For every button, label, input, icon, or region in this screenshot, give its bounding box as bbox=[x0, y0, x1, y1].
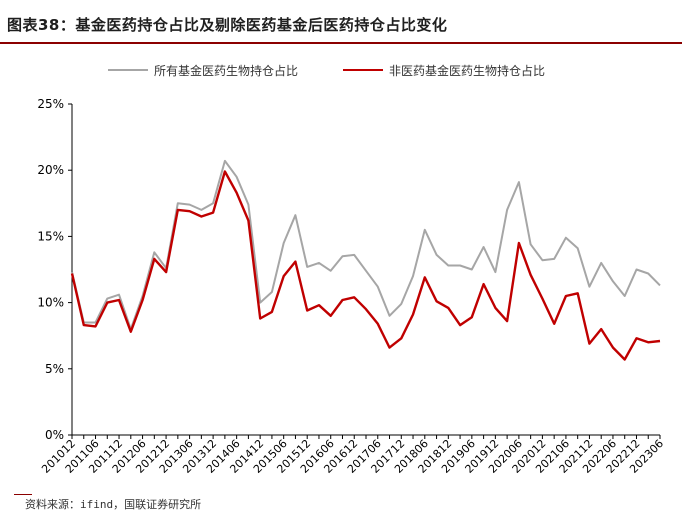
title-bar: 图表38：基金医药持仓占比及剔除医药基金后医药持仓占比变化 bbox=[0, 0, 682, 44]
legend-item-all-funds: 所有基金医药生物持仓占比 bbox=[108, 60, 298, 80]
y-tick-label: 10% bbox=[37, 296, 64, 310]
y-tick-label: 25% bbox=[37, 97, 64, 111]
source-note: 资料来源：ifind，国联证券研究所 bbox=[25, 498, 202, 511]
legend-swatch-red bbox=[343, 69, 383, 71]
series-line-all-funds bbox=[71, 159, 661, 331]
source-rule bbox=[14, 494, 32, 495]
figure-title: 图表38：基金医药持仓占比及剔除医药基金后医药持仓占比变化 bbox=[7, 16, 448, 34]
legend-label-all-funds: 所有基金医药生物持仓占比 bbox=[154, 63, 299, 78]
chart-legend: 所有基金医药生物持仓占比 非医药基金医药生物持仓占比 bbox=[0, 60, 682, 80]
y-tick-label: 0% bbox=[45, 428, 64, 442]
legend-item-non-pharma-funds: 非医药基金医药生物持仓占比 bbox=[343, 60, 545, 80]
series-line-non-pharma-funds bbox=[70, 170, 661, 361]
legend-swatch-gray bbox=[108, 69, 148, 71]
legend-label-non-pharma-funds: 非医药基金医药生物持仓占比 bbox=[389, 63, 546, 78]
y-tick-label: 15% bbox=[37, 229, 64, 243]
y-tick-label: 20% bbox=[37, 163, 64, 177]
y-tick-label: 5% bbox=[45, 362, 64, 376]
title-rule bbox=[0, 42, 682, 44]
